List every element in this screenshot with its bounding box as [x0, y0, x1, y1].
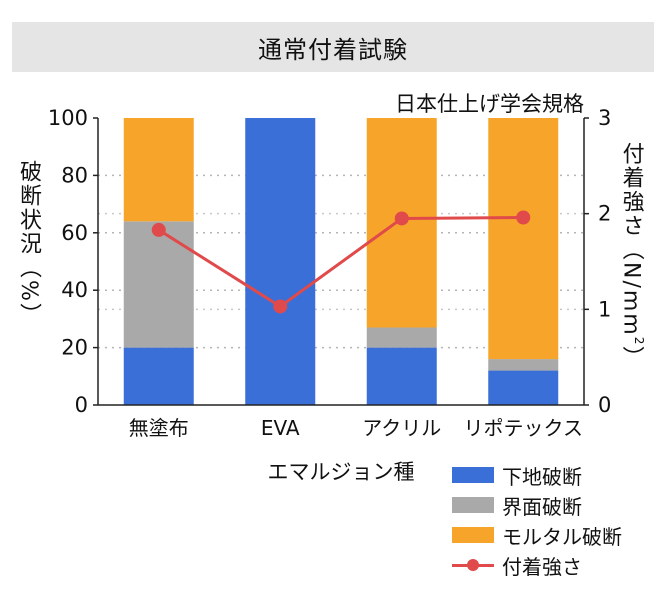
legend-item-substrate: 下地破断	[452, 460, 622, 490]
y-tick-label-right-1: 1	[598, 297, 611, 321]
title-band: 通常付着試験	[12, 22, 654, 72]
legend-item-mortar: モルタル破断	[452, 520, 622, 550]
legend-item-adhesion: 付着強さ	[452, 550, 622, 580]
bar-0-series-0	[123, 347, 194, 405]
x-axis-title: エマルジョン種	[268, 460, 415, 484]
bar-1-series-0	[245, 118, 316, 405]
y-axis-right-title-suffix: ）	[618, 346, 644, 371]
bar-3-series-1	[488, 359, 559, 371]
bar-2-series-0	[366, 347, 437, 405]
y-tick-label-left-60: 60	[61, 221, 88, 245]
y-tick-label-right-3: 3	[598, 106, 611, 130]
point-adhesion-0	[151, 222, 166, 237]
bar-0-series-1	[123, 221, 194, 348]
y-axis-left-title: 破断状況（%）	[16, 160, 41, 327]
legend: 下地破断 界面破断 モルタル破断 付着強さ	[452, 460, 622, 580]
y-tick-label-right-0: 0	[598, 393, 611, 417]
y-tick-label-left-80: 80	[61, 163, 88, 187]
legend-swatch-mortar	[452, 527, 494, 543]
bar-0-series-2	[123, 118, 194, 222]
x-tick-label-0: 無塗布	[129, 416, 189, 440]
bar-3-series-2	[488, 118, 559, 360]
chart-title: 通常付着試験	[258, 35, 408, 64]
chart-subtitle: 日本仕上げ学会規格	[395, 92, 584, 116]
legend-swatch-interface	[452, 497, 494, 513]
x-tick-label-3: リポテックス	[464, 416, 583, 440]
point-adhesion-2	[394, 211, 409, 226]
legend-label-interface: 界面破断	[502, 494, 582, 519]
y-tick-label-left-40: 40	[61, 278, 88, 302]
legend-item-interface: 界面破断	[452, 490, 622, 520]
bar-3-series-0	[488, 370, 559, 405]
y-axis-right-title-prefix: 付着強さ（N/mm	[618, 142, 644, 337]
legend-line-adhesion	[452, 557, 494, 573]
legend-swatch-substrate	[452, 467, 494, 483]
y-tick-label-right-2: 2	[598, 202, 611, 226]
y-tick-label-left-20: 20	[61, 336, 88, 360]
y-tick-label-left-100: 100	[48, 106, 88, 130]
x-tick-label-2: アクリル	[362, 416, 441, 440]
line-adhesion-strength	[157, 215, 524, 309]
point-adhesion-1	[273, 299, 288, 314]
legend-label-mortar: モルタル破断	[502, 524, 622, 549]
legend-label-substrate: 下地破断	[502, 464, 582, 489]
x-tick-label-1: EVA	[261, 416, 300, 440]
y-axis-right-title-sup: 2	[632, 336, 646, 347]
legend-label-adhesion: 付着強さ	[502, 554, 582, 579]
y-axis-right-title: 付着強さ（N/mm2）	[618, 142, 656, 371]
y-tick-label-left-0: 0	[75, 393, 88, 417]
point-adhesion-3	[516, 210, 531, 225]
bar-2-series-1	[366, 327, 437, 348]
